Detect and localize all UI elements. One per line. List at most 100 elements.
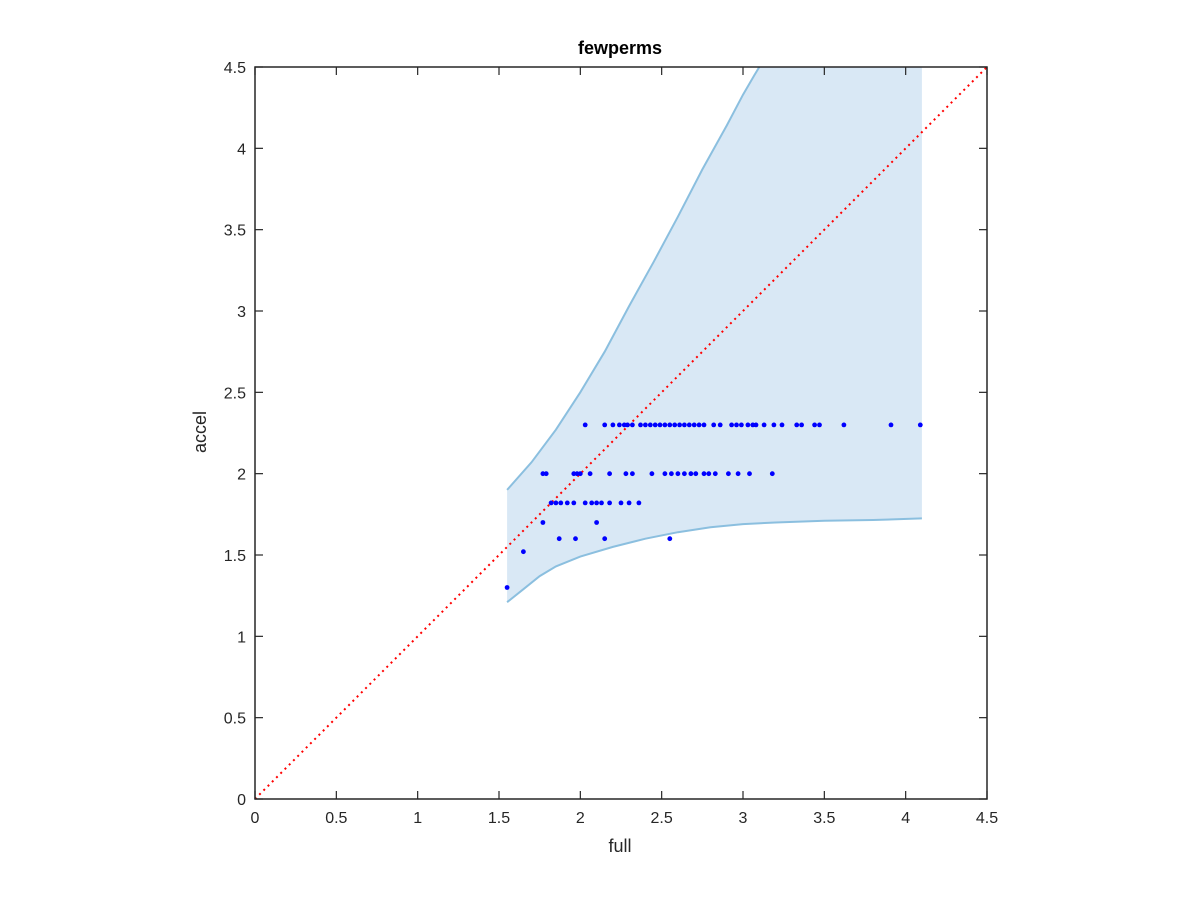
data-point (696, 422, 702, 428)
reference-line (254, 66, 988, 800)
data-point (582, 500, 588, 506)
data-point (888, 422, 894, 428)
data-point (667, 536, 673, 542)
y-axis-label: accel (190, 411, 210, 453)
data-point (521, 549, 526, 555)
y-tick-label: 4.5 (224, 60, 246, 77)
data-point (649, 471, 655, 477)
data-point (577, 471, 583, 477)
data-point (548, 500, 554, 506)
data-point (841, 422, 847, 428)
x-tick-label: 4 (901, 810, 910, 827)
y-tick-label: 0.5 (224, 711, 246, 728)
y-tick-label: 0 (237, 792, 246, 809)
data-point (602, 422, 608, 428)
data-point (626, 500, 632, 506)
data-point (638, 422, 643, 428)
data-point (706, 471, 712, 477)
data-point (582, 422, 588, 428)
data-point (543, 471, 549, 477)
data-point (564, 500, 570, 506)
band-lower-edge (506, 517, 922, 603)
data-point (771, 422, 777, 428)
data-point (701, 422, 707, 428)
data-point (735, 471, 741, 477)
x-tick-label: 2 (576, 810, 585, 827)
data-point (693, 471, 699, 477)
x-axis-label: full (608, 836, 631, 856)
data-point (672, 422, 678, 428)
data-point (625, 422, 630, 428)
data-point (799, 422, 804, 428)
y-tick-label: 1.5 (224, 548, 246, 565)
data-point (571, 500, 577, 506)
data-point (753, 422, 759, 428)
data-point (558, 500, 564, 506)
data-point (667, 422, 673, 428)
y-tick-label: 3 (237, 304, 246, 321)
data-point (647, 422, 653, 428)
data-point (717, 422, 723, 428)
x-tick-label: 4.5 (976, 810, 998, 827)
data-point (589, 500, 595, 506)
data-point (610, 422, 616, 428)
x-tick-label: 3 (739, 810, 748, 827)
data-point (734, 422, 739, 428)
data-point (618, 500, 624, 506)
data-point (711, 422, 717, 428)
data-point (594, 500, 599, 506)
data-point (630, 422, 635, 428)
data-point (761, 422, 767, 428)
data-point (504, 585, 510, 590)
x-tick-label: 0 (251, 810, 260, 827)
confidence-band (507, 67, 922, 603)
data-point (686, 422, 692, 428)
data-point (630, 471, 635, 477)
data-point (540, 471, 546, 477)
data-point (726, 471, 731, 477)
x-tick-label: 0.5 (325, 810, 347, 827)
data-point (607, 471, 612, 477)
y-tick-label: 1 (237, 629, 246, 646)
data-point (636, 500, 642, 506)
data-point (917, 422, 923, 428)
data-point (745, 422, 751, 428)
data-point (594, 520, 599, 525)
data-point (556, 536, 562, 542)
data-point (682, 471, 687, 477)
data-point (688, 471, 694, 477)
data-point (587, 471, 593, 477)
data-point (769, 471, 775, 477)
data-point (675, 471, 681, 477)
data-point (779, 422, 785, 428)
x-tick-label: 1 (413, 810, 422, 827)
data-point (657, 422, 663, 428)
x-tick-label: 1.5 (488, 810, 510, 827)
data-point (817, 422, 822, 428)
y-tick-label: 2 (237, 467, 246, 484)
data-point (540, 520, 546, 525)
data-point (677, 422, 682, 428)
chart-title: fewperms (578, 38, 662, 58)
band-upper-edge (506, 66, 761, 491)
data-point (553, 500, 559, 506)
x-tick-label: 2.5 (651, 810, 673, 827)
axes-box (254, 66, 988, 800)
data-point (662, 422, 668, 428)
data-point (682, 422, 687, 428)
data-point (571, 471, 577, 477)
data-point (739, 422, 744, 428)
y-tick-label: 4 (237, 141, 246, 158)
data-point (602, 536, 608, 542)
data-point (701, 471, 707, 477)
data-point (747, 471, 752, 477)
data-point (643, 422, 648, 428)
data-point (573, 536, 578, 542)
y-tick-label: 3.5 (224, 223, 246, 240)
data-point (691, 422, 697, 428)
y-tick-label: 2.5 (224, 385, 246, 402)
data-point (623, 471, 629, 477)
data-point (652, 422, 658, 428)
x-tick-label: 3.5 (813, 810, 835, 827)
data-point (617, 422, 622, 428)
